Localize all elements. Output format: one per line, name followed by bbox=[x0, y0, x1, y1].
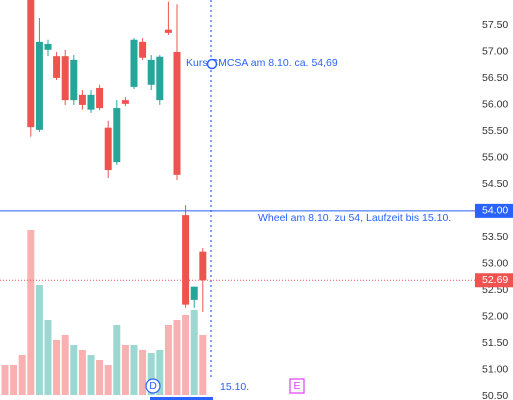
volume-bar bbox=[44, 320, 52, 395]
y-tick-label: 50.50 bbox=[482, 390, 508, 400]
volume-bar bbox=[27, 230, 35, 395]
volume-bar bbox=[78, 350, 86, 395]
volume-bar bbox=[96, 360, 104, 395]
volume-bar bbox=[18, 355, 26, 395]
candle-body bbox=[70, 59, 78, 101]
marker[interactable] bbox=[289, 378, 305, 394]
candle-body bbox=[27, 0, 35, 128]
y-tick-label: 57.50 bbox=[482, 19, 508, 31]
annotation: Wheel am 8.10. zu 54, Laufzeit bis 15.10… bbox=[258, 212, 451, 224]
candle-body bbox=[121, 100, 129, 104]
volume-bar bbox=[35, 285, 43, 395]
y-tick-label: 55.50 bbox=[482, 125, 508, 137]
volume-bar bbox=[156, 350, 164, 395]
anchor[interactable] bbox=[206, 58, 218, 70]
y-tick-label: 51.00 bbox=[482, 364, 508, 376]
candle-body bbox=[173, 51, 181, 175]
candle-body bbox=[147, 59, 155, 85]
axis-bg bbox=[475, 0, 513, 400]
price-label: 52.69 bbox=[482, 274, 508, 286]
volume-bar bbox=[61, 335, 69, 395]
time-range bbox=[150, 397, 213, 400]
price-label-bg bbox=[475, 273, 513, 288]
volume-bar bbox=[199, 335, 207, 395]
y-tick-label: 56.00 bbox=[482, 99, 508, 111]
candle-body bbox=[130, 39, 138, 87]
marker-label: E bbox=[293, 380, 300, 392]
candle-layer bbox=[27, 0, 207, 313]
y-tick-label: 52.00 bbox=[482, 311, 508, 323]
annotation: Kurs CMCSA am 8.10. ca. 54,69 bbox=[186, 57, 338, 69]
price-axis: 50.5051.0051.5052.0052.5053.0053.5054.50… bbox=[475, 0, 513, 400]
candle-body bbox=[182, 215, 190, 305]
candle-body bbox=[53, 56, 61, 78]
volume-bar bbox=[139, 350, 147, 395]
candle-body bbox=[199, 251, 207, 281]
y-tick-label: 56.50 bbox=[482, 72, 508, 84]
y-tick-label: 53.00 bbox=[482, 258, 508, 270]
candle-body bbox=[156, 56, 164, 101]
y-tick-label: 57.00 bbox=[482, 46, 508, 58]
crosshair-label-bg bbox=[475, 203, 513, 218]
volume-bar bbox=[147, 353, 155, 395]
candle-body bbox=[190, 286, 198, 300]
marker-label: D bbox=[149, 380, 157, 392]
candle-body bbox=[87, 94, 95, 110]
volume-bar bbox=[70, 345, 78, 395]
candle-body bbox=[96, 87, 104, 109]
candle-body bbox=[78, 94, 86, 105]
volume-bar bbox=[53, 340, 61, 395]
volume-bar bbox=[113, 325, 121, 395]
candle-body bbox=[164, 29, 172, 33]
volume-bar bbox=[104, 365, 112, 395]
volume-bar bbox=[1, 365, 9, 395]
candle-body bbox=[61, 56, 69, 101]
volume-bar bbox=[190, 310, 198, 395]
volume-bar bbox=[10, 365, 18, 395]
volume-bar bbox=[130, 345, 138, 395]
candle-body bbox=[35, 41, 43, 130]
marker[interactable] bbox=[145, 378, 161, 394]
candle-body bbox=[139, 41, 147, 58]
y-tick-label: 55.00 bbox=[482, 152, 508, 164]
volume-bar bbox=[87, 355, 95, 395]
y-tick-label: 53.50 bbox=[482, 231, 508, 243]
volume-bar bbox=[121, 345, 129, 395]
volume-bar bbox=[164, 325, 172, 395]
candle-body bbox=[44, 43, 52, 50]
volume-layer bbox=[1, 230, 207, 395]
candle-body bbox=[104, 127, 112, 171]
volume-bar bbox=[173, 320, 181, 395]
candle-body bbox=[113, 108, 121, 163]
volume-bar bbox=[182, 315, 190, 395]
y-tick-label: 54.50 bbox=[482, 178, 508, 190]
y-tick-label: 51.50 bbox=[482, 337, 508, 349]
annotation: 15.10. bbox=[220, 381, 249, 393]
crosshair-label: 54.00 bbox=[482, 205, 508, 217]
